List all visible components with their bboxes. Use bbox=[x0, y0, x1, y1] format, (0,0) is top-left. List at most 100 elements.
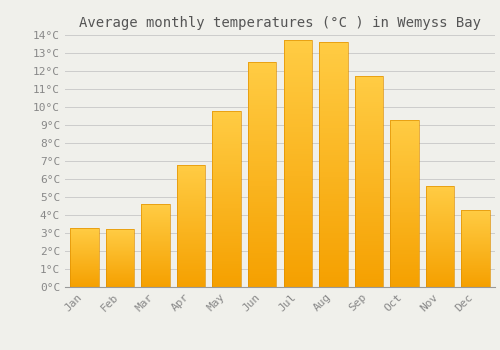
Bar bbox=[106, 245, 134, 246]
Bar bbox=[354, 253, 383, 256]
Bar bbox=[284, 149, 312, 151]
Bar bbox=[212, 130, 241, 132]
Bar bbox=[106, 257, 134, 258]
Bar bbox=[390, 238, 418, 240]
Bar bbox=[284, 285, 312, 287]
Bar bbox=[284, 112, 312, 114]
Bar bbox=[319, 111, 348, 113]
Bar bbox=[354, 104, 383, 106]
Bar bbox=[212, 111, 241, 287]
Bar bbox=[70, 261, 99, 262]
Bar bbox=[390, 180, 418, 182]
Bar bbox=[319, 282, 348, 285]
Bar bbox=[354, 239, 383, 241]
Bar bbox=[212, 218, 241, 220]
Bar bbox=[248, 177, 276, 179]
Bar bbox=[390, 248, 418, 250]
Bar bbox=[106, 253, 134, 254]
Bar bbox=[248, 98, 276, 100]
Bar bbox=[461, 220, 490, 221]
Bar bbox=[319, 64, 348, 67]
Bar bbox=[390, 161, 418, 163]
Bar bbox=[319, 72, 348, 74]
Bar bbox=[70, 250, 99, 251]
Bar bbox=[212, 190, 241, 192]
Bar bbox=[212, 119, 241, 121]
Bar bbox=[212, 165, 241, 167]
Bar bbox=[142, 248, 170, 249]
Bar bbox=[106, 276, 134, 277]
Bar bbox=[426, 219, 454, 220]
Bar bbox=[284, 176, 312, 178]
Bar bbox=[390, 130, 418, 131]
Bar bbox=[426, 238, 454, 239]
Bar bbox=[390, 240, 418, 242]
Bar bbox=[177, 280, 206, 281]
Bar bbox=[248, 278, 276, 280]
Bar bbox=[284, 164, 312, 166]
Bar bbox=[284, 220, 312, 223]
Bar bbox=[212, 156, 241, 158]
Bar bbox=[284, 252, 312, 255]
Bar bbox=[461, 238, 490, 239]
Bar bbox=[354, 209, 383, 211]
Bar bbox=[426, 211, 454, 212]
Bar bbox=[319, 277, 348, 280]
Bar bbox=[142, 253, 170, 254]
Bar bbox=[212, 264, 241, 266]
Bar bbox=[390, 284, 418, 285]
Bar bbox=[142, 241, 170, 242]
Bar bbox=[354, 203, 383, 205]
Bar bbox=[177, 214, 206, 215]
Bar bbox=[354, 127, 383, 129]
Bar bbox=[319, 155, 348, 157]
Bar bbox=[461, 242, 490, 243]
Bar bbox=[284, 55, 312, 58]
Bar bbox=[212, 209, 241, 211]
Bar bbox=[284, 110, 312, 112]
Bar bbox=[390, 152, 418, 153]
Bar bbox=[70, 269, 99, 270]
Bar bbox=[319, 167, 348, 169]
Bar bbox=[212, 137, 241, 139]
Bar bbox=[354, 237, 383, 239]
Bar bbox=[390, 229, 418, 230]
Bar bbox=[284, 270, 312, 272]
Bar bbox=[354, 121, 383, 123]
Bar bbox=[390, 245, 418, 247]
Bar bbox=[426, 263, 454, 264]
Bar bbox=[177, 239, 206, 240]
Bar bbox=[212, 238, 241, 239]
Bar bbox=[354, 188, 383, 190]
Bar bbox=[390, 230, 418, 232]
Bar bbox=[319, 160, 348, 162]
Bar bbox=[354, 190, 383, 192]
Bar bbox=[212, 275, 241, 276]
Bar bbox=[212, 245, 241, 246]
Bar bbox=[284, 262, 312, 265]
Bar bbox=[70, 271, 99, 272]
Bar bbox=[248, 141, 276, 143]
Bar bbox=[248, 80, 276, 82]
Bar bbox=[142, 246, 170, 247]
Bar bbox=[354, 156, 383, 159]
Bar bbox=[212, 273, 241, 275]
Bar bbox=[354, 91, 383, 93]
Bar bbox=[106, 271, 134, 272]
Bar bbox=[106, 232, 134, 233]
Bar bbox=[390, 165, 418, 167]
Bar bbox=[426, 204, 454, 205]
Bar bbox=[319, 172, 348, 174]
Bar bbox=[354, 251, 383, 253]
Bar bbox=[319, 184, 348, 187]
Bar bbox=[284, 235, 312, 238]
Bar bbox=[461, 283, 490, 284]
Bar bbox=[106, 273, 134, 274]
Bar bbox=[248, 276, 276, 278]
Bar bbox=[390, 156, 418, 158]
Bar bbox=[212, 162, 241, 163]
Bar bbox=[284, 82, 312, 85]
Bar bbox=[106, 239, 134, 240]
Bar bbox=[248, 179, 276, 181]
Bar bbox=[284, 277, 312, 280]
